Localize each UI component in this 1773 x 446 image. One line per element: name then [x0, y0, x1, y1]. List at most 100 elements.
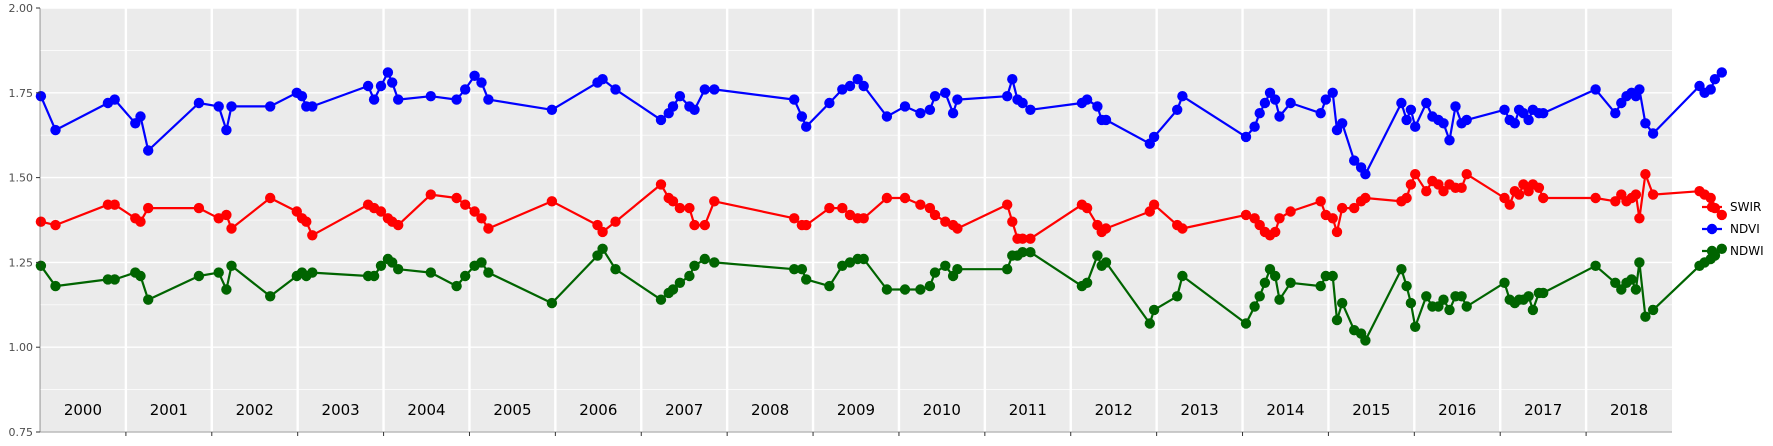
- data-point-ndvi: [899, 101, 911, 112]
- data-point-ndvi: [109, 94, 120, 105]
- data-point-swir: [801, 219, 812, 231]
- data-point-ndwi: [1331, 314, 1343, 326]
- year-label: 2015: [1352, 401, 1390, 419]
- data-point-ndvi: [610, 84, 621, 95]
- data-point-ndwi: [1025, 247, 1036, 258]
- data-point-swir: [1705, 192, 1716, 204]
- data-point-ndwi: [709, 257, 720, 268]
- data-point-ndwi: [35, 260, 47, 271]
- data-point-swir: [1716, 209, 1728, 221]
- data-point-ndvi: [1405, 104, 1417, 116]
- data-point-ndvi: [1538, 108, 1549, 119]
- data-point-swir: [307, 230, 318, 241]
- data-point-ndwi: [915, 284, 926, 295]
- data-point-swir: [1640, 169, 1651, 180]
- data-point-ndvi: [1081, 94, 1093, 105]
- data-point-ndwi: [1456, 291, 1467, 302]
- data-point-ndwi: [265, 291, 276, 302]
- year-labels: 2000 2001 2002 2003 2004 2005 2006 2007 2008 2009…: [64, 401, 1648, 419]
- data-point-ndvi: [213, 101, 224, 112]
- data-point-swir: [1405, 179, 1417, 190]
- legend-item-ndwi: NDWI: [1702, 244, 1764, 258]
- data-point-ndvi: [952, 94, 963, 105]
- data-point-swir: [1630, 189, 1642, 200]
- data-point-ndwi: [1148, 304, 1160, 316]
- data-point-ndwi: [1285, 277, 1296, 288]
- data-point-swir: [1081, 202, 1093, 214]
- data-point-ndwi: [1100, 257, 1112, 268]
- data-point-ndvi: [1421, 97, 1432, 109]
- data-point-ndvi: [1716, 67, 1728, 78]
- data-point-swir: [1401, 192, 1412, 204]
- data-point-swir: [1100, 223, 1112, 234]
- year-label: 2004: [407, 401, 445, 419]
- data-point-swir: [483, 223, 494, 234]
- year-label: 2011: [1009, 401, 1047, 419]
- data-point-ndwi: [1405, 297, 1417, 309]
- data-point-swir: [109, 199, 120, 210]
- data-point-ndwi: [1144, 318, 1156, 329]
- data-point-ndwi: [50, 280, 61, 292]
- series-swir: [35, 169, 1728, 244]
- data-point-ndvi: [844, 80, 856, 92]
- data-point-swir: [709, 196, 720, 207]
- data-point-swir: [1270, 226, 1281, 238]
- data-point-ndwi: [451, 280, 462, 292]
- data-point-swir: [1421, 186, 1432, 197]
- data-point-swir: [1240, 209, 1252, 221]
- y-tick-label: 1.50: [9, 172, 34, 185]
- data-point-ndwi: [1630, 284, 1642, 295]
- data-point-ndwi: [655, 294, 667, 305]
- legend-label: SWIR: [1730, 200, 1761, 214]
- year-label: 2018: [1610, 401, 1648, 419]
- data-point-ndvi: [1450, 101, 1461, 112]
- series-ndvi: [35, 67, 1728, 180]
- data-point-ndwi: [546, 297, 558, 309]
- data-point-ndvi: [483, 94, 494, 105]
- data-point-swir: [1360, 192, 1371, 204]
- data-point-ndvi: [1523, 114, 1534, 126]
- data-point-ndwi: [610, 264, 621, 275]
- data-point-ndvi: [1254, 108, 1265, 119]
- data-point-ndvi: [1270, 94, 1281, 105]
- data-point-ndvi: [709, 84, 720, 95]
- data-point-ndwi: [1315, 280, 1326, 292]
- data-point-ndvi: [1410, 121, 1421, 132]
- legend-key-dot: [1706, 223, 1718, 235]
- data-point-ndvi: [1320, 94, 1332, 105]
- data-point-ndvi: [1337, 118, 1348, 129]
- data-point-ndvi: [1640, 118, 1651, 129]
- data-point-ndwi: [667, 284, 679, 295]
- data-point-ndvi: [393, 94, 404, 105]
- data-point-ndwi: [1327, 270, 1338, 282]
- data-point-ndwi: [1274, 294, 1285, 305]
- data-point-ndvi: [858, 80, 869, 92]
- data-point-swir: [1148, 199, 1160, 210]
- data-point-ndwi: [193, 270, 205, 282]
- data-point-ndvi: [1017, 97, 1028, 109]
- data-point-ndwi: [1634, 257, 1645, 268]
- data-point-ndvi: [1274, 111, 1285, 122]
- data-point-swir: [1349, 202, 1360, 214]
- data-point-ndvi: [375, 80, 387, 92]
- data-point-ndvi: [1705, 84, 1716, 95]
- series-layer: [35, 67, 1728, 346]
- data-point-swir: [674, 202, 686, 214]
- data-point-ndvi: [1285, 97, 1296, 109]
- data-point-swir: [1634, 213, 1645, 224]
- data-point-ndwi: [1647, 304, 1659, 316]
- data-point-swir: [1647, 189, 1659, 200]
- data-point-ndwi: [1590, 260, 1601, 271]
- year-label: 2010: [923, 401, 961, 419]
- data-point-ndvi: [1647, 128, 1659, 139]
- data-point-swir: [425, 189, 436, 200]
- data-point-swir: [375, 206, 387, 217]
- data-point-ndvi: [597, 74, 608, 85]
- data-point-ndwi: [109, 274, 120, 285]
- data-point-ndvi: [546, 104, 558, 116]
- data-point-ndvi: [1461, 114, 1472, 126]
- legend-item-ndvi: NDVI: [1702, 222, 1760, 236]
- data-point-ndvi: [1315, 108, 1326, 119]
- data-point-swir: [1017, 233, 1028, 244]
- data-point-ndwi: [1360, 335, 1371, 346]
